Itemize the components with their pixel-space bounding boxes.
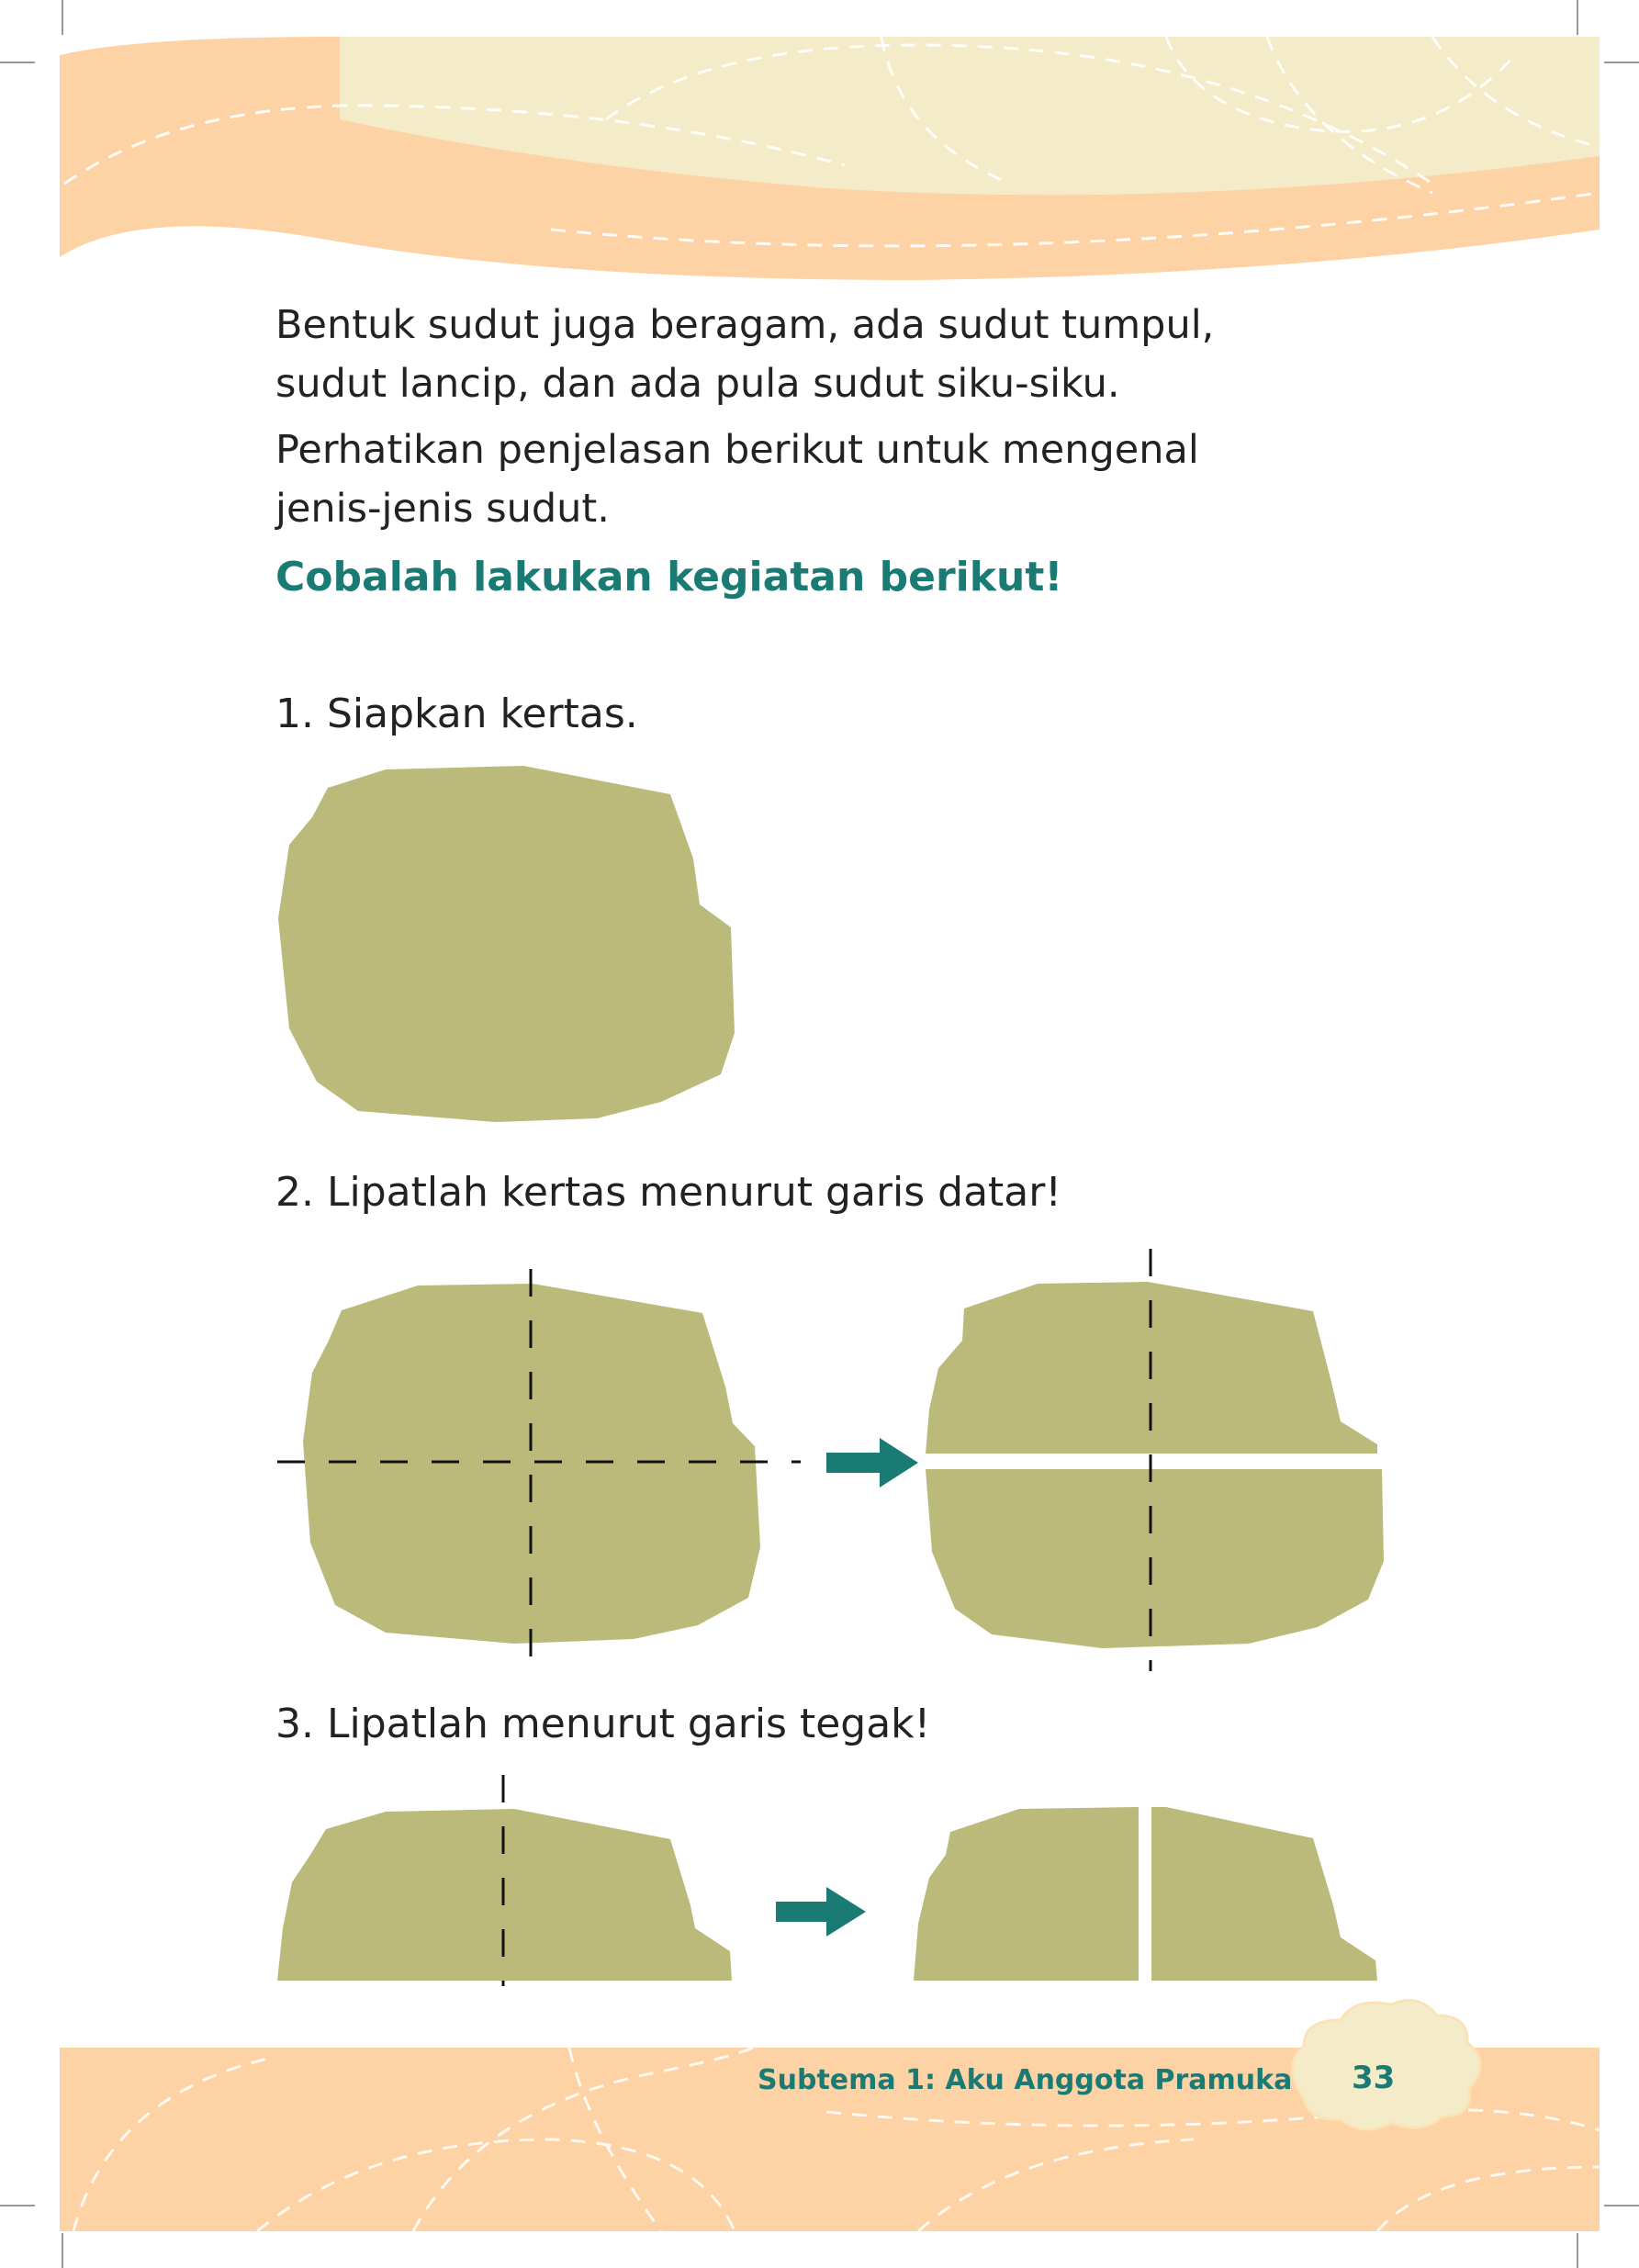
page-number: 33 — [1352, 2060, 1396, 2096]
step-2-paper-unfolded — [303, 1284, 760, 1644]
step-3-label: 3. Lipatlah menurut garis tegak! — [275, 1701, 931, 1747]
subtheme-label: Subtema 1: Aku Anggota Pramuka — [758, 2064, 1293, 2096]
intro-line-1: Bentuk sudut juga beragam, ada sudut tum… — [275, 302, 1215, 348]
instruction-line-2: jenis-jenis sudut. — [275, 486, 610, 532]
step-1-paper — [278, 766, 735, 1122]
step-2-label: 2. Lipatlah kertas menurut garis datar! — [275, 1169, 1061, 1216]
page-number-cloud — [1291, 1999, 1482, 2131]
step-3-paper-right-quarter — [1151, 1807, 1377, 1981]
header-dashed-curves — [63, 36, 1600, 248]
activity-heading: Cobalah lakukan kegiatan berikut! — [275, 554, 1063, 601]
instruction-paragraph: Perhatikan penjelasan berikut untuk meng… — [275, 421, 1377, 538]
step-2-arrow — [826, 1438, 918, 1488]
header-cream-band — [340, 37, 1600, 207]
step-3-arrow — [776, 1887, 866, 1937]
intro-paragraph: Bentuk sudut juga beragam, ada sudut tum… — [275, 296, 1377, 413]
step-1-label: 1. Siapkan kertas. — [275, 691, 638, 737]
instruction-line-1: Perhatikan penjelasan berikut untuk meng… — [275, 427, 1199, 473]
step-2-fold-guides — [277, 1269, 801, 1657]
intro-line-2: sudut lancip, dan ada pula sudut siku-si… — [275, 361, 1120, 407]
footer-dashed-curves — [72, 2046, 1600, 2233]
step-3-paper-left-quarter — [914, 1807, 1139, 1981]
step-2-paper-bottom-half — [926, 1469, 1384, 1648]
header-peach-wave — [60, 37, 1600, 280]
